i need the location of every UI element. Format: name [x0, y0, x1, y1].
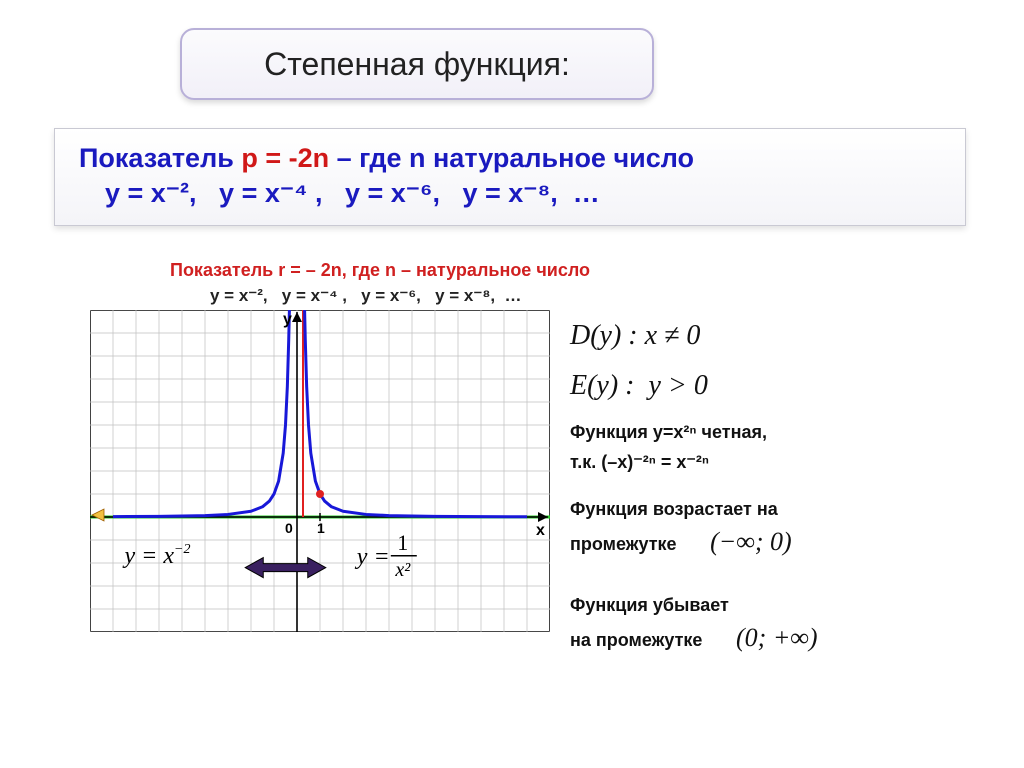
- chart-svg: yx01y = x−2y = 1x²: [90, 310, 550, 632]
- increasing-text-1: Функция возрастает на: [570, 497, 990, 521]
- even-text-2: т.к. (–x)⁻²ⁿ = x⁻²ⁿ: [570, 450, 990, 474]
- page-title: Степенная функция:: [264, 46, 570, 83]
- svg-text:1: 1: [317, 520, 325, 536]
- svg-text:y =: y =: [355, 544, 390, 570]
- svg-text:1: 1: [397, 530, 408, 555]
- caption-red: Показатель r = – 2n, где n – натуральное…: [170, 260, 590, 281]
- domain-text: D(y) : x ≠ 0: [570, 320, 990, 352]
- svg-text:0: 0: [285, 520, 293, 536]
- properties-panel: D(y) : x ≠ 0 E(y) : y > 0 Функция y=x²ⁿ …: [570, 320, 990, 653]
- even-text-1: Функция y=x²ⁿ четная,: [570, 420, 990, 444]
- decreasing-text-2: на промежутке: [570, 630, 702, 650]
- subtitle-line2: у = х⁻², у = х⁻⁴ , у = х⁻⁶, у = х⁻⁸, …: [79, 178, 941, 209]
- subtitle-box: Показатель р = -2n – где n натуральное ч…: [54, 128, 966, 226]
- svg-text:x²: x²: [394, 559, 411, 581]
- function-list: y = x⁻², y = x⁻⁴ , y = x⁻⁶, y = x⁻⁸, …: [210, 286, 522, 306]
- svg-text:y: y: [283, 311, 292, 328]
- title-box: Степенная функция:: [180, 28, 654, 100]
- range-text: E(y) : y > 0: [570, 370, 990, 402]
- decreasing-interval: (0; +∞): [736, 623, 818, 652]
- decreasing-text-1: Функция убывает: [570, 593, 990, 617]
- chart: yx01y = x−2y = 1x²: [90, 310, 550, 740]
- increasing-interval: (−∞; 0): [710, 527, 792, 556]
- svg-text:x: x: [536, 522, 545, 539]
- increasing-text-2: промежутке: [570, 534, 677, 554]
- subtitle-line1: Показатель р = -2n – где n натуральное ч…: [79, 143, 941, 174]
